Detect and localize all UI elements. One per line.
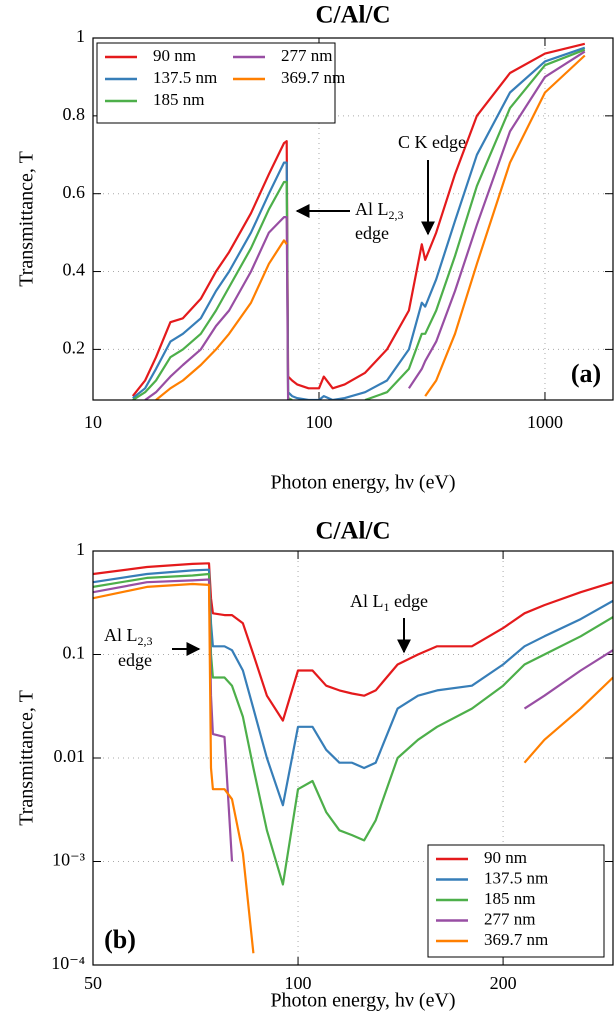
legend-label: 137.5 nm xyxy=(153,68,217,87)
y-tick-label: 0.4 xyxy=(63,260,86,280)
annotation-subscript: 1 xyxy=(384,600,390,614)
y-tick-label: 0.6 xyxy=(63,182,86,202)
annotation: Al L2,3 xyxy=(355,199,404,222)
series-line xyxy=(93,568,613,807)
panel-label: (a) xyxy=(571,359,601,388)
legend-label: 185 nm xyxy=(484,889,535,908)
legend-label: 185 nm xyxy=(153,90,204,109)
subplot: C/Al/C 50 100 200 10⁻⁴ 10⁻³ 0.01 0.1 1 Photon ene… xyxy=(16,518,614,1012)
legend-label: 369.7 nm xyxy=(484,930,548,949)
y-tick-label: 0.1 xyxy=(63,643,86,663)
annotation-text: edge xyxy=(390,591,428,611)
y-axis-label: Transmittance, T xyxy=(16,151,38,287)
annotation-subscript: 2,3 xyxy=(138,634,153,648)
annotation-text: edge xyxy=(118,650,152,670)
annotation-text: Al L xyxy=(104,625,138,645)
legend-label: 137.5 nm xyxy=(484,868,548,887)
series-line xyxy=(155,54,586,400)
legend-label: 277 nm xyxy=(484,909,535,928)
annotation: Al L2,3 xyxy=(104,625,153,648)
x-tick-label: 50 xyxy=(84,973,102,993)
series-line xyxy=(93,572,613,886)
x-axis-label: Photon energy, hν (eV) xyxy=(270,472,455,494)
y-tick-label: 0.01 xyxy=(54,746,86,766)
x-tick-label: 100 xyxy=(285,973,312,993)
annotation-subscript: 2,3 xyxy=(389,208,404,222)
plot-frame xyxy=(92,550,614,966)
subplot: C/Al/C 10 100 1000 0.2 0.4 0.6 0.8 1 Photon energ… xyxy=(16,2,614,494)
panel-label: (b) xyxy=(104,925,136,954)
annotation-text: Al L xyxy=(355,199,389,219)
series-line xyxy=(93,582,613,954)
x-tick-label: 100 xyxy=(305,412,332,432)
y-tick-label: 10⁻⁴ xyxy=(51,953,85,973)
series-line xyxy=(93,578,613,862)
y-tick-label: 1 xyxy=(76,26,85,46)
annotation-text: Al L xyxy=(350,591,384,611)
series-line xyxy=(131,42,586,397)
legend-label: 90 nm xyxy=(484,848,527,867)
series-line xyxy=(132,46,586,400)
x-tick-label: 200 xyxy=(490,973,517,993)
legend-label: 90 nm xyxy=(153,46,196,65)
y-tick-label: 0.2 xyxy=(63,338,86,358)
chart-title: C/Al/C xyxy=(316,2,391,29)
series-line xyxy=(93,562,613,722)
x-tick-label: 10 xyxy=(84,412,102,432)
y-tick-label: 10⁻³ xyxy=(52,850,86,870)
series-line xyxy=(144,50,586,400)
x-axis-label: Photon energy, hν (eV) xyxy=(270,990,455,1012)
legend-label: 277 nm xyxy=(281,46,332,65)
y-axis-label: Transmittance, T xyxy=(16,690,38,826)
annotation: Al L1 edge xyxy=(350,591,428,614)
y-tick-label: 0.8 xyxy=(63,104,86,124)
annotation-text: C K edge xyxy=(398,132,466,152)
series-line xyxy=(132,48,586,400)
annotation-text: edge xyxy=(355,223,389,243)
y-tick-label: 1 xyxy=(76,539,85,559)
annotation: C K edge xyxy=(398,132,466,152)
plot-frame xyxy=(92,37,614,401)
x-tick-label: 1000 xyxy=(527,412,563,432)
legend-label: 369.7 nm xyxy=(281,68,345,87)
chart-title: C/Al/C xyxy=(316,518,391,545)
